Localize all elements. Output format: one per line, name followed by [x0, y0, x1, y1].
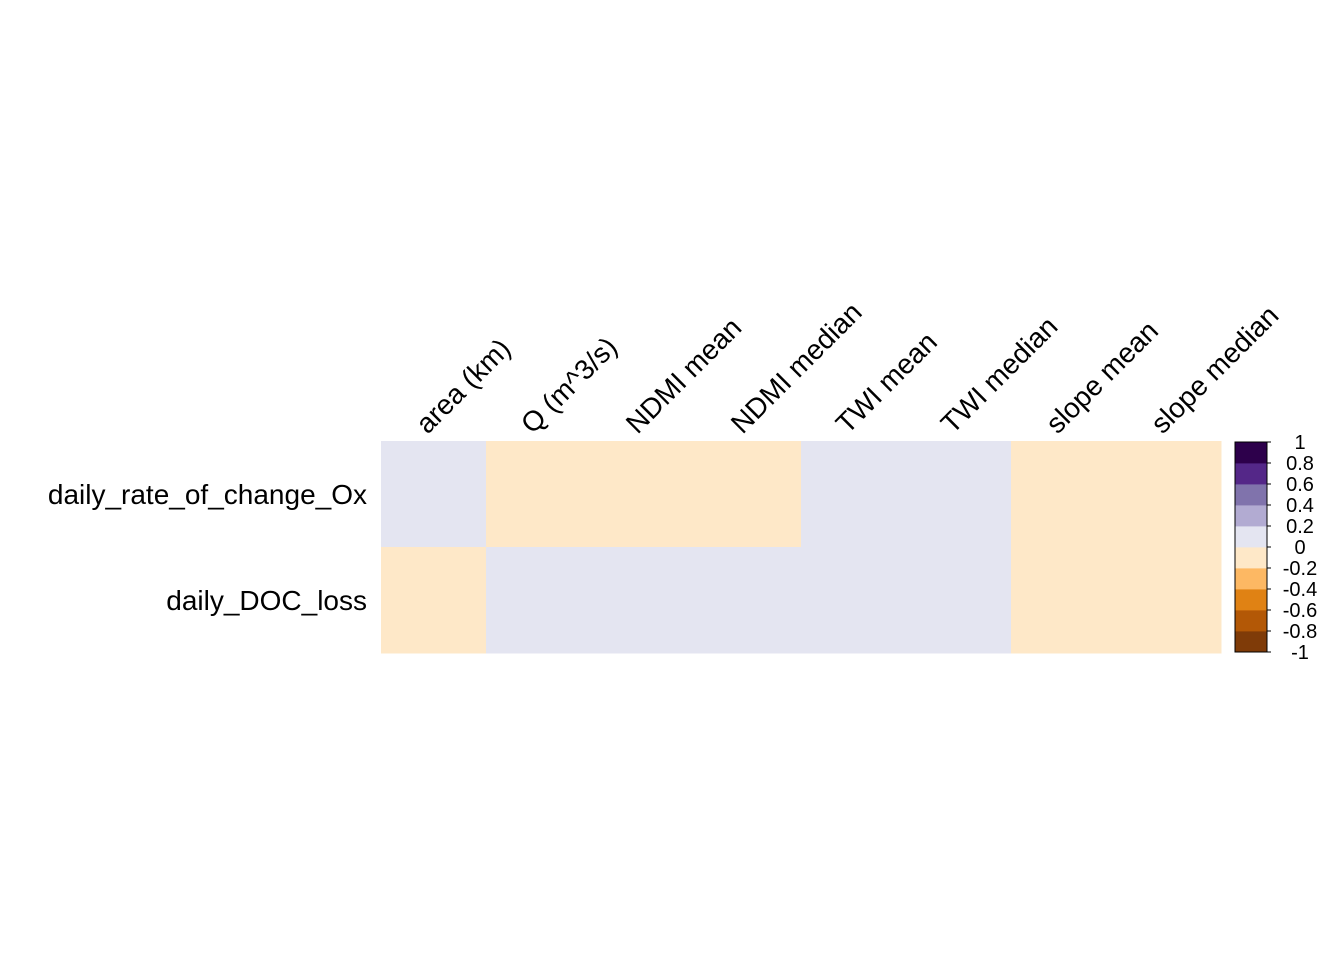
- legend-bin: [1235, 505, 1267, 527]
- legend-bin: [1235, 610, 1267, 632]
- legend-bin: [1235, 568, 1267, 590]
- heatmap-cell-1-3: [696, 547, 802, 654]
- legend-tick-label: -0.8: [1283, 621, 1317, 643]
- legend-tick-label: -1: [1291, 642, 1309, 664]
- legend-bin: [1235, 484, 1267, 506]
- heatmap-cell-1-5: [906, 547, 1012, 654]
- legend-bin: [1235, 589, 1267, 611]
- legend-bin: [1235, 547, 1267, 569]
- legend-tick-label: 0.4: [1286, 495, 1314, 517]
- heatmap-cell-0-2: [591, 441, 697, 548]
- legend-bin: [1235, 442, 1267, 464]
- heatmap-cell-0-6: [1011, 441, 1117, 548]
- heatmap-cell-0-4: [801, 441, 907, 548]
- heatmap-cell-1-6: [1011, 547, 1117, 654]
- heatmap-cell-0-1: [486, 441, 592, 548]
- row-label: daily_DOC_loss: [166, 585, 367, 616]
- legend-tick-label: -0.2: [1283, 558, 1317, 580]
- legend-tick-label: 0.2: [1286, 516, 1314, 538]
- row-label: daily_rate_of_change_Ox: [48, 479, 367, 510]
- color-legend: 10.80.60.40.20-0.2-0.4-0.6-0.8-1: [1234, 432, 1317, 664]
- heatmap-cell-0-5: [906, 441, 1012, 548]
- column-label: slope median: [1145, 300, 1285, 440]
- legend-tick-label: -0.6: [1283, 600, 1317, 622]
- heatmap-cell-0-7: [1116, 441, 1222, 548]
- row-labels: daily_rate_of_change_Ox daily_DOC_loss: [48, 479, 367, 616]
- legend-tick-label: 0: [1294, 537, 1305, 559]
- heatmap-cell-1-7: [1116, 547, 1222, 654]
- column-label: Q (m^3/s): [515, 331, 623, 439]
- heatmap-cell-1-4: [801, 547, 907, 654]
- heatmap-cell-1-1: [486, 547, 592, 654]
- heatmap-cell-0-3: [696, 441, 802, 548]
- heatmap-cell-1-0: [381, 547, 487, 654]
- legend-tick-label: 0.8: [1286, 453, 1314, 475]
- legend-tick-label: 1: [1294, 432, 1305, 454]
- heatmap-cell-1-2: [591, 547, 697, 654]
- legend-bin: [1235, 463, 1267, 485]
- legend-tick-label: 0.6: [1286, 474, 1314, 496]
- column-label: area (km): [410, 333, 517, 440]
- column-label: TWI mean: [830, 326, 943, 439]
- legend-bin: [1235, 526, 1267, 548]
- legend-bin: [1235, 631, 1267, 653]
- heatmap-cell-0-0: [381, 441, 487, 548]
- legend-tick-label: -0.4: [1283, 579, 1317, 601]
- heatmap-cells: [381, 441, 1222, 654]
